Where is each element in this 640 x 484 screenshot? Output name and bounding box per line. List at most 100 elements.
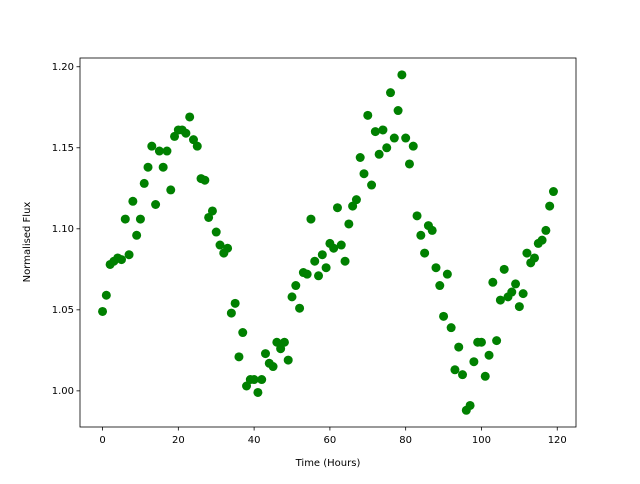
point [480,371,490,381]
point [268,362,278,372]
plot-frame [79,57,577,428]
point [207,206,217,216]
point [158,162,168,172]
point [181,128,191,138]
point [260,349,270,359]
point [541,225,551,235]
point [124,250,134,260]
point [238,328,248,338]
point [283,355,293,365]
point [465,400,475,410]
point [518,289,528,299]
point [450,365,460,375]
point [386,88,396,98]
x-axis-label: Time (Hours) [295,458,361,469]
point [548,187,558,197]
point [310,256,320,266]
point [321,263,331,273]
point [416,230,426,240]
y-tick-label: 1.00 [52,386,74,397]
point [344,219,354,229]
point [336,240,346,250]
point [242,381,252,391]
point [302,269,312,279]
y-tick-label: 1.10 [52,224,74,235]
point [514,302,524,312]
point [211,227,221,237]
point [363,110,373,120]
point [314,271,324,281]
point [120,214,130,224]
point [154,146,164,156]
point [370,127,380,137]
point [439,311,449,321]
point [351,195,361,205]
x-tick-label: 60 [324,435,337,446]
point [446,323,456,333]
point [492,336,502,346]
point [253,387,263,397]
point [162,146,172,156]
y-tick-label: 1.15 [52,143,74,154]
point [249,375,259,385]
point [442,269,452,279]
point [204,212,214,222]
point [340,256,350,266]
point [393,106,403,116]
point [291,281,301,291]
point [397,70,407,80]
x-tick-label: 0 [99,435,105,446]
y-tick-label: 1.20 [52,62,74,73]
point [317,250,327,260]
point [454,342,464,352]
point [329,243,339,253]
point [348,201,358,211]
point [420,248,430,258]
point [488,277,498,287]
point [116,255,126,265]
point [530,253,540,263]
point [355,153,365,163]
point [435,281,445,291]
point [101,290,111,300]
point [511,279,521,289]
x-tick-label: 100 [472,435,491,446]
point [469,357,479,367]
point [522,248,532,258]
point [192,141,202,151]
point [147,141,157,151]
point [306,214,316,224]
point [151,199,161,209]
point [135,214,145,224]
point [185,112,195,122]
point [132,230,142,240]
point [495,295,505,305]
point [507,287,517,297]
point [332,203,342,213]
point [188,135,198,145]
point [223,243,233,253]
point [287,292,297,302]
point [499,264,509,274]
x-tick-label: 80 [399,435,412,446]
point [200,175,210,185]
point [230,298,240,308]
point [166,185,176,195]
point [537,235,547,245]
point [279,337,289,347]
point [389,133,399,143]
point [272,337,282,347]
point [476,337,486,347]
point [367,180,377,190]
point [257,375,267,385]
x-tick-label: 120 [548,435,567,446]
y-tick-label: 1.05 [52,305,74,316]
point [545,201,555,211]
point [226,308,236,318]
x-tick-label: 40 [248,435,261,446]
point [374,149,384,159]
y-axis-label: Normalised Flux [22,202,33,283]
point [378,125,388,135]
point [484,350,494,360]
